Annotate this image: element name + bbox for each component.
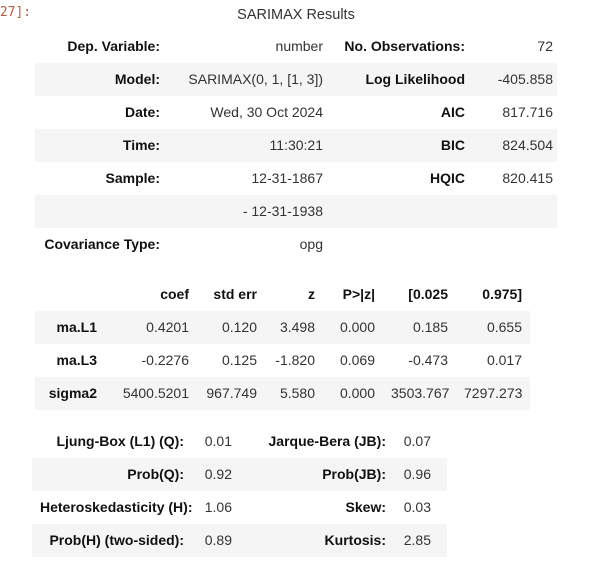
ci-low-value: -0.473 (408, 352, 448, 368)
row-label: Ljung-Box (L1) (Q): (56, 433, 184, 449)
row-label: Model: (35, 63, 168, 96)
row-label: Log Likelihood (331, 63, 473, 96)
row-value: 0.96 (394, 458, 447, 491)
row-value: 12-31-1867 (251, 170, 323, 186)
row-value: 0.03 (403, 499, 431, 515)
z-value: -1.820 (275, 352, 315, 368)
row-value: Wed, 30 Oct 2024 (210, 104, 323, 120)
table-row: Time: 11:30:21 BIC 824.504 (35, 129, 557, 162)
row-label: Covariance Type: (44, 236, 160, 252)
col-header: std err (213, 286, 257, 302)
ci-high-value: 7297.273 (456, 377, 530, 410)
row-value: -405.858 (473, 63, 557, 96)
row-value (473, 228, 557, 261)
table-row: Covariance Type: opg (35, 228, 557, 261)
row-label: Prob(H) (two-sided): (32, 524, 192, 557)
p-value: 0.069 (339, 352, 375, 368)
row-value: 817.716 (502, 104, 553, 120)
table-row: Date: Wed, 30 Oct 2024 AIC 817.716 (35, 96, 557, 129)
param-name: sigma2 (35, 377, 105, 410)
row-label: Prob(Q): (32, 458, 192, 491)
ci-high-value: 0.655 (456, 311, 530, 344)
col-header: 0.975] (482, 286, 522, 302)
row-value (473, 195, 557, 228)
diagnostics-table: Ljung-Box (L1) (Q): 0.01 Jarque-Bera (JB… (32, 425, 447, 557)
row-value: 0.89 (192, 524, 240, 557)
model-summary-table: Dep. Variable: number No. Observations: … (35, 30, 557, 261)
coef-value: 5400.5201 (105, 377, 197, 410)
std-err-value: 967.749 (197, 377, 265, 410)
col-header: P>|z| (342, 286, 375, 302)
coef-value: -0.2276 (141, 352, 189, 368)
row-label: Jarque-Bera (JB): (268, 433, 386, 449)
row-value: - 12-31-1938 (168, 195, 331, 228)
coef-header-row: coef std err z P>|z| [0.025 0.975] (35, 278, 530, 311)
output-prompt: [27]: (0, 5, 32, 20)
table-row: Prob(Q): 0.92 Prob(JB): 0.96 (32, 458, 447, 491)
col-header (35, 278, 105, 311)
std-err-value: 0.120 (197, 311, 265, 344)
row-value: opg (299, 236, 323, 252)
param-name: ma.L1 (35, 311, 105, 344)
table-row: Sample: 12-31-1867 HQIC 820.415 (35, 162, 557, 195)
coef-row: ma.L1 0.4201 0.120 3.498 0.000 0.185 0.6… (35, 311, 530, 344)
row-label: Date: (124, 104, 160, 120)
ci-low-value: 0.185 (383, 311, 456, 344)
row-value: 0.07 (403, 433, 431, 449)
z-value: 5.580 (265, 377, 323, 410)
z-value: 3.498 (265, 311, 323, 344)
coefficients-table: coef std err z P>|z| [0.025 0.975] ma.L1… (35, 278, 530, 410)
coef-row: ma.L3 -0.2276 0.125 -1.820 0.069 -0.473 … (35, 344, 530, 377)
p-value: 0.000 (323, 311, 383, 344)
row-value: 824.504 (473, 129, 557, 162)
col-header: coef (160, 286, 189, 302)
row-value: 2.85 (394, 524, 447, 557)
table-row: - 12-31-1938 (35, 195, 557, 228)
table-row: Heteroskedasticity (H): 1.06 Skew: 0.03 (32, 491, 447, 524)
row-label: Skew: (345, 499, 386, 515)
row-value: number (275, 38, 323, 54)
std-err-value: 0.125 (221, 352, 257, 368)
coef-value: 0.4201 (105, 311, 197, 344)
param-name: ma.L3 (56, 352, 97, 368)
ci-high-value: 0.017 (486, 352, 522, 368)
coef-row: sigma2 5400.5201 967.749 5.580 0.000 350… (35, 377, 530, 410)
row-label: Time: (35, 129, 168, 162)
col-header: [0.025 (408, 286, 448, 302)
table-row: Prob(H) (two-sided): 0.89 Kurtosis: 2.85 (32, 524, 447, 557)
row-label: BIC (331, 129, 473, 162)
row-label: Sample: (105, 170, 160, 186)
row-value: 72 (537, 38, 553, 54)
row-label: Kurtosis: (240, 524, 394, 557)
row-value: 0.92 (192, 458, 240, 491)
row-value: 820.415 (502, 170, 553, 186)
row-label (331, 195, 473, 228)
table-row: Model: SARIMAX(0, 1, [1, 3]) Log Likelih… (35, 63, 557, 96)
row-value: SARIMAX(0, 1, [1, 3]) (168, 63, 331, 96)
col-header: z (308, 286, 315, 302)
row-label: HQIC (430, 170, 465, 186)
ci-low-value: 3503.767 (383, 377, 456, 410)
row-label (35, 195, 168, 228)
row-value: 11:30:21 (168, 129, 331, 162)
row-label: Prob(JB): (240, 458, 394, 491)
row-label (331, 228, 473, 261)
row-value: 0.01 (204, 433, 232, 449)
row-label: Dep. Variable: (67, 38, 160, 54)
row-label: Heteroskedasticity (H): (40, 499, 192, 515)
table-row: Ljung-Box (L1) (Q): 0.01 Jarque-Bera (JB… (32, 425, 447, 458)
row-label: AIC (440, 104, 465, 120)
p-value: 0.000 (323, 377, 383, 410)
table-row: Dep. Variable: number No. Observations: … (35, 30, 557, 63)
results-title: SARIMAX Results (237, 7, 355, 23)
row-label: No. Observations: (344, 38, 465, 54)
row-value: 1.06 (204, 499, 232, 515)
